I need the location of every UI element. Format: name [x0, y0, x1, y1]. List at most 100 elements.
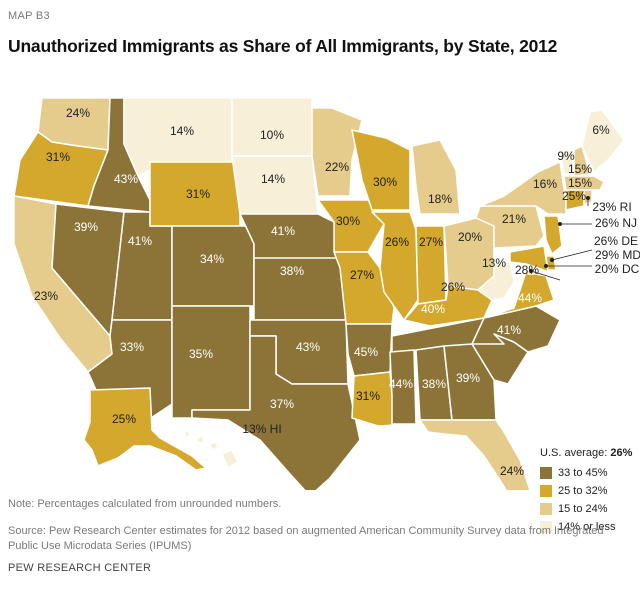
state-AK	[83, 387, 207, 471]
state-NH	[573, 145, 591, 177]
label-CT: 25%	[562, 189, 586, 203]
label-UT: 41%	[128, 234, 152, 248]
dot-NJ	[558, 222, 562, 226]
label-TN: 40%	[421, 302, 445, 316]
state-WV	[477, 261, 515, 301]
label-IL: 26%	[385, 235, 409, 249]
label-MO: 27%	[350, 268, 374, 282]
label-WI: 30%	[373, 175, 397, 189]
label-MI: 18%	[428, 192, 452, 206]
label-MS: 44%	[389, 377, 413, 391]
state-HI-kauai	[183, 430, 191, 438]
label-AZ: 33%	[120, 340, 144, 354]
label-NE: 41%	[271, 224, 295, 238]
label-AK: 25%	[112, 412, 136, 426]
legend-item-2: 25 to 32%	[540, 485, 608, 497]
state-MD	[509, 245, 549, 273]
label-WV: 13%	[482, 256, 506, 270]
us-map: 24% 31% 23% 43% 39% 41% 33% 14% 31% 34% …	[13, 97, 640, 490]
legend-swatch-3	[540, 503, 552, 515]
label-SD: 14%	[261, 172, 285, 186]
state-MS	[389, 349, 417, 425]
state-MN	[311, 107, 363, 197]
label-KY: 26%	[441, 280, 465, 294]
label-VT: 9%	[557, 149, 575, 163]
label-HI: 13% HI	[242, 422, 281, 436]
label-SC: 41%	[497, 323, 521, 337]
legend-item-4: 14% or less	[540, 521, 615, 533]
state-HI-oahu	[195, 435, 205, 444]
label-AR: 45%	[354, 345, 378, 359]
map-id: MAP B3	[8, 10, 50, 22]
state-CT	[565, 189, 585, 211]
state-MA	[563, 175, 605, 191]
legend-item-1: 33 to 45%	[540, 467, 608, 479]
us-average-label: U.S. average:	[540, 447, 608, 459]
legend-label-2: 25 to 32%	[558, 485, 608, 497]
label-WY: 31%	[186, 187, 210, 201]
label-NC: 44%	[518, 291, 542, 305]
state-FL	[419, 419, 531, 490]
state-TX	[191, 335, 361, 490]
label-DC: 20% DC	[595, 262, 640, 276]
label-ND: 10%	[260, 128, 284, 142]
label-NH: 15%	[568, 162, 592, 176]
label-NV: 39%	[74, 220, 98, 234]
dot-DC	[529, 269, 533, 273]
legend-label-1: 33 to 45%	[558, 467, 608, 479]
state-NM	[171, 305, 251, 419]
state-MO	[333, 251, 395, 325]
state-HI-maui	[209, 441, 219, 451]
label-CA: 23%	[34, 289, 58, 303]
label-ME: 6%	[592, 123, 610, 137]
label-OH: 20%	[458, 230, 482, 244]
state-HI-big	[221, 449, 239, 469]
state-ME	[581, 109, 625, 173]
label-TX: 37%	[270, 397, 294, 411]
legend-swatch-2	[540, 485, 552, 497]
label-DE: 26% DE	[594, 234, 638, 248]
label-GA: 39%	[456, 371, 480, 385]
label-MD: 29% MD	[595, 248, 640, 262]
label-AL: 38%	[422, 377, 446, 391]
state-NC	[471, 305, 561, 353]
label-FL: 24%	[500, 464, 524, 478]
label-MN: 22%	[325, 160, 349, 174]
label-KS: 38%	[280, 264, 304, 278]
label-IA: 30%	[336, 214, 360, 228]
credit: PEW RESEARCH CENTER	[8, 562, 152, 574]
label-OK: 43%	[296, 340, 320, 354]
legend-label-4: 14% or less	[558, 521, 616, 533]
dot-MD	[544, 264, 548, 268]
label-IN: 27%	[419, 235, 443, 249]
legend-label-3: 15 to 24%	[558, 503, 608, 515]
label-MA: 15%	[568, 176, 592, 190]
label-PA: 21%	[502, 212, 526, 226]
legend-swatch-1	[540, 467, 552, 479]
label-LA: 31%	[356, 389, 380, 403]
source-text: Source: Pew Research Center estimates fo…	[8, 525, 604, 552]
label-VA: 28%	[515, 263, 539, 277]
leader-lines	[529, 196, 593, 281]
label-OR: 31%	[46, 150, 70, 164]
dot-DE	[550, 258, 554, 262]
legend-swatch-4	[540, 521, 552, 533]
state-ND	[231, 97, 313, 157]
state-MI	[411, 139, 461, 215]
us-average: U.S. average: 26%	[540, 447, 632, 459]
state-WI	[351, 129, 411, 211]
label-WA: 24%	[66, 106, 90, 120]
label-ID: 43%	[114, 172, 138, 186]
map-title: Unauthorized Immigrants as Share of All …	[8, 36, 558, 56]
label-RI: 23% RI	[592, 200, 631, 214]
dot-RI	[586, 196, 590, 200]
label-CO: 34%	[200, 252, 224, 266]
label-NJ: 26% NJ	[595, 216, 637, 230]
label-MT: 14%	[170, 124, 194, 138]
label-NM: 35%	[189, 347, 213, 361]
state-NJ	[543, 215, 563, 255]
footnote: Note: Percentages calculated from unroun…	[8, 498, 282, 510]
legend-item-3: 15 to 24%	[540, 503, 608, 515]
us-average-value: 26%	[610, 447, 633, 459]
label-NY: 16%	[533, 177, 557, 191]
